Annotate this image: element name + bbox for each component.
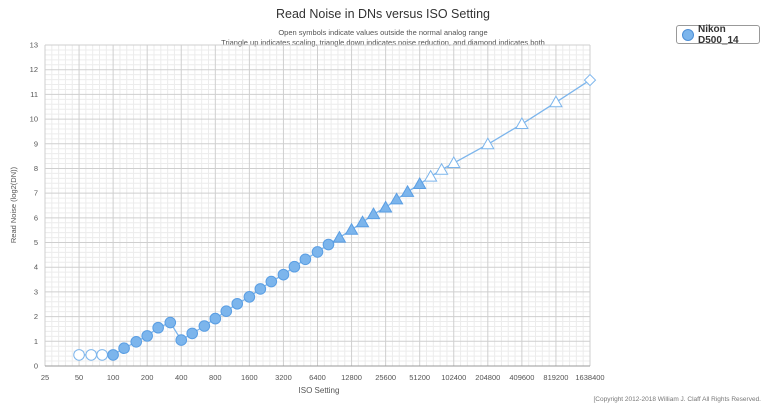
data-point-triangle[interactable] <box>389 192 404 205</box>
x-tick-label: 204800 <box>475 373 500 382</box>
data-point-triangle[interactable] <box>355 215 370 228</box>
data-point-circle[interactable] <box>231 297 244 310</box>
y-tick-label: 5 <box>34 238 38 247</box>
data-point-triangle[interactable] <box>378 200 393 213</box>
x-tick-label: 200 <box>141 373 154 382</box>
data-point-circle[interactable] <box>85 349 97 361</box>
data-point-circle[interactable] <box>299 253 312 266</box>
legend-circle-icon <box>682 28 694 41</box>
data-point-circle[interactable] <box>175 334 188 346</box>
y-tick-label: 13 <box>30 41 38 50</box>
y-tick-label: 11 <box>30 90 38 99</box>
y-axis-label: Read Noise (log2(DN)) <box>9 166 18 243</box>
data-point-circle[interactable] <box>220 305 233 317</box>
x-tick-label: 6400 <box>309 373 326 382</box>
data-point-triangle[interactable] <box>344 222 359 235</box>
data-point-triangle[interactable] <box>515 117 529 130</box>
x-tick-label: 100 <box>107 373 120 382</box>
x-tick-label: 102400 <box>441 373 466 382</box>
data-point-circle[interactable] <box>164 316 177 329</box>
data-point-circle[interactable] <box>288 260 301 273</box>
copyright-notice: [Copyright 2012-2018 William J. Claff Al… <box>593 396 761 403</box>
y-tick-label: 10 <box>30 115 38 124</box>
data-point-circle[interactable] <box>254 283 267 295</box>
data-point-triangle[interactable] <box>480 137 495 150</box>
data-point-circle[interactable] <box>311 246 324 258</box>
y-tick-label: 9 <box>34 139 38 148</box>
data-point-circle[interactable] <box>265 275 278 288</box>
data-point-circle[interactable] <box>118 342 130 355</box>
chart-subtitle-line-2: Triangle up indicates scaling, triangle … <box>221 38 545 47</box>
x-tick-label: 1638400 <box>575 373 604 382</box>
data-point-diamond[interactable] <box>583 73 597 87</box>
data-point-circle[interactable] <box>130 336 143 348</box>
data-point-circle[interactable] <box>198 320 211 332</box>
x-tick-label: 25600 <box>375 373 396 382</box>
x-tick-label: 819200 <box>543 373 568 382</box>
data-point-circle[interactable] <box>209 312 222 325</box>
data-point-circle[interactable] <box>277 268 290 281</box>
data-point-circle[interactable] <box>322 238 335 251</box>
chart-subtitle-line-1: Open symbols indicate values outside the… <box>278 28 487 37</box>
y-tick-label: 2 <box>34 312 38 321</box>
data-point-circle[interactable] <box>107 349 119 361</box>
x-tick-label: 51200 <box>409 373 430 382</box>
x-axis-label: ISO Setting <box>299 386 340 395</box>
x-tick-label: 400 <box>175 373 188 382</box>
x-tick-label: 800 <box>209 373 222 382</box>
data-point-triangle[interactable] <box>549 95 563 108</box>
grid-lines <box>44 44 591 367</box>
x-tick-label: 3200 <box>275 373 292 382</box>
data-point-triangle[interactable] <box>400 184 415 197</box>
x-tick-label: 50 <box>75 373 83 382</box>
data-point-circle[interactable] <box>141 330 153 342</box>
y-tick-label: 6 <box>34 213 38 222</box>
chart-legend[interactable]: Nikon D500_14 <box>676 23 760 46</box>
data-point-triangle[interactable] <box>366 207 381 220</box>
chart-title: Read Noise in DNs versus ISO Setting <box>276 7 490 21</box>
axes: 25 50 100 200 400 800 1600 3200 6400 12800 25600 51… <box>30 41 605 383</box>
y-tick-label: 4 <box>34 263 38 272</box>
data-point-circle[interactable] <box>243 291 256 303</box>
data-point-triangle[interactable] <box>446 156 461 169</box>
data-point-triangle[interactable] <box>434 162 449 175</box>
y-tick-label: 0 <box>34 362 38 371</box>
data-point-triangle[interactable] <box>423 169 438 182</box>
x-tick-label: 1600 <box>241 373 258 382</box>
y-tick-label: 3 <box>34 287 38 296</box>
legend-series-label: Nikon D500_14 <box>698 23 739 46</box>
x-tick-label: 12800 <box>341 373 362 382</box>
y-tick-label: 1 <box>34 337 38 346</box>
data-point-triangle[interactable] <box>412 177 427 190</box>
series-markers <box>73 73 597 361</box>
data-point-circle[interactable] <box>73 349 85 361</box>
y-tick-label: 12 <box>30 65 38 74</box>
data-point-circle[interactable] <box>186 327 199 340</box>
y-tick-label: 8 <box>34 164 38 173</box>
data-point-circle[interactable] <box>152 321 164 334</box>
data-point-circle[interactable] <box>96 349 108 361</box>
data-point-triangle[interactable] <box>332 230 347 243</box>
x-tick-label: 25 <box>41 373 49 382</box>
y-tick-label: 7 <box>34 189 38 198</box>
x-tick-label: 409600 <box>509 373 534 382</box>
